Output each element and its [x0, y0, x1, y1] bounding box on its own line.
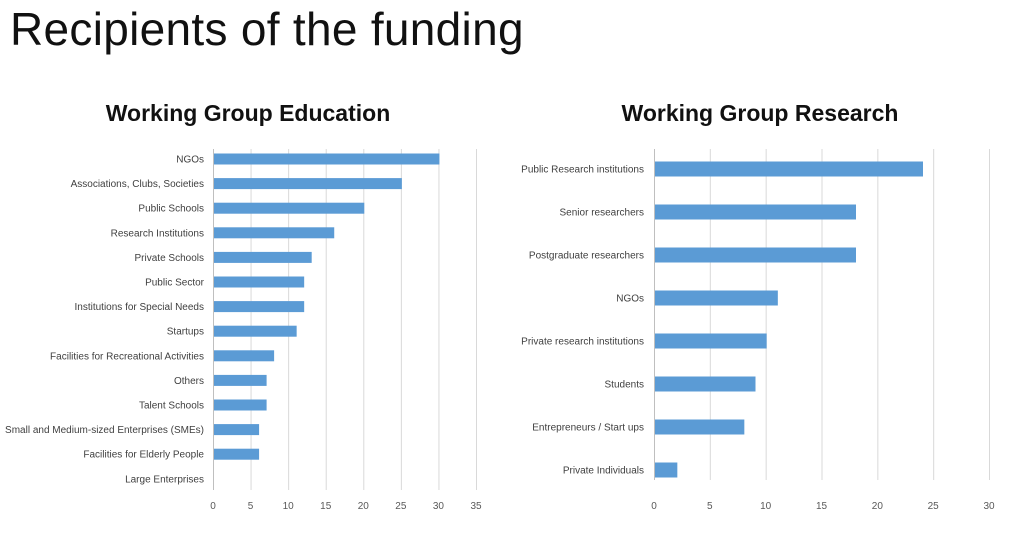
- education-x-tick-label: 35: [470, 501, 482, 512]
- education-category-label: Public Schools: [138, 204, 204, 215]
- research-category-label: Postgraduate researchers: [529, 251, 644, 262]
- research-category-label: Private Individuals: [563, 466, 644, 477]
- education-category-label: Public Sector: [145, 278, 205, 289]
- research-category-label: Private research institutions: [521, 337, 644, 348]
- education-category-label: Facilities for Recreational Activities: [50, 351, 204, 362]
- education-bar: [214, 227, 335, 239]
- education-category-label: Startups: [167, 327, 204, 338]
- research-category-label: Students: [605, 380, 644, 391]
- education-bar: [214, 153, 440, 165]
- education-category-label: Large Enterprises: [125, 474, 204, 485]
- research-category-label: Senior researchers: [560, 208, 644, 219]
- education-bar: [214, 424, 260, 436]
- education-x-tick-label: 30: [433, 501, 445, 512]
- education-bar: [214, 448, 260, 460]
- chart-education: Working Group Education 0 5 10 15 20 25 30 35 NGO…: [5, 100, 482, 512]
- education-x-tick-label: 5: [248, 501, 254, 512]
- education-bar: [214, 251, 312, 263]
- research-bar: [655, 376, 756, 392]
- education-category-label: Institutions for Special Needs: [74, 302, 204, 313]
- education-bar: [214, 202, 365, 214]
- education-bar: [214, 276, 305, 288]
- research-bar: [655, 161, 923, 177]
- education-category-label: Private Schools: [135, 253, 204, 264]
- research-bar: [655, 204, 856, 220]
- education-category-label: Research Institutions: [111, 228, 204, 239]
- education-x-tick-label: 15: [320, 501, 332, 512]
- education-chart-title: Working Group Education: [106, 100, 391, 126]
- research-x-tick-label: 30: [983, 501, 995, 512]
- education-x-tick-label: 20: [358, 501, 370, 512]
- research-category-label: Public Research institutions: [521, 165, 644, 176]
- research-bar: [655, 462, 678, 478]
- education-x-tick-label: 10: [283, 501, 295, 512]
- education-bar: [214, 374, 267, 386]
- research-category-label: NGOs: [616, 294, 644, 305]
- education-bar: [214, 301, 305, 313]
- research-x-tick-label: 15: [816, 501, 828, 512]
- education-category-label: Facilities for Elderly People: [83, 450, 204, 461]
- research-x-tick-label: 20: [872, 501, 884, 512]
- education-bar: [214, 325, 297, 337]
- chart-research: Working Group Research 0 5 10 15 20 25 30 Public…: [521, 100, 995, 512]
- education-bar: [214, 178, 402, 190]
- slide-title: Recipients of the funding: [10, 3, 524, 55]
- education-category-label: Small and Medium-sized Enterprises (SMEs…: [5, 425, 204, 436]
- education-x-tick-label: 0: [210, 501, 216, 512]
- research-x-tick-label: 25: [928, 501, 940, 512]
- research-x-tick-label: 10: [760, 501, 772, 512]
- education-category-label: Others: [174, 376, 204, 387]
- research-bar: [655, 333, 767, 349]
- research-x-tick-label: 5: [707, 501, 713, 512]
- education-category-label: Associations, Clubs, Societies: [71, 179, 204, 190]
- education-x-tick-label: 25: [395, 501, 407, 512]
- research-bar: [655, 419, 745, 435]
- research-category-label: Entrepreneurs / Start ups: [532, 423, 644, 434]
- education-category-label: NGOs: [176, 155, 204, 166]
- research-chart-title: Working Group Research: [622, 100, 899, 126]
- education-category-label: Talent Schools: [139, 401, 204, 412]
- research-bar: [655, 247, 856, 263]
- research-bar: [655, 290, 778, 306]
- research-x-tick-label: 0: [651, 501, 657, 512]
- education-bar: [214, 399, 267, 411]
- education-bar: [214, 350, 275, 362]
